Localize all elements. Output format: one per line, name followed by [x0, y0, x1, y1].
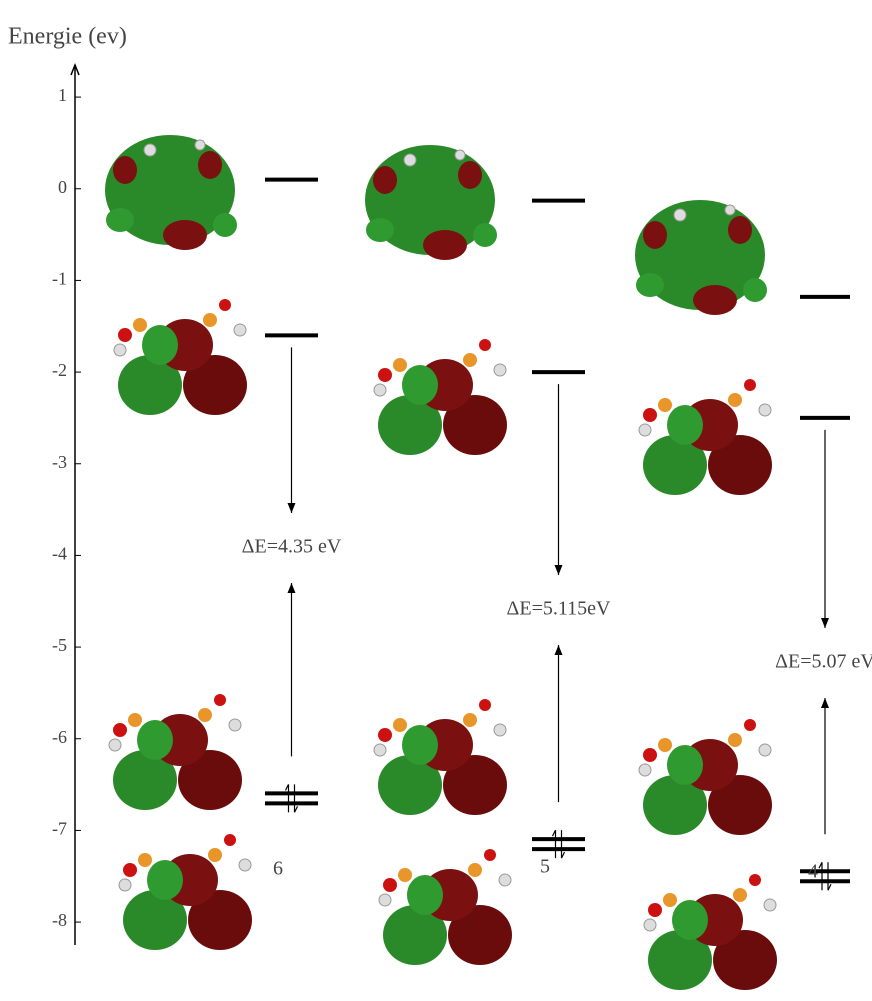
arrow-head — [555, 565, 563, 575]
gap-label: ΔE=4.35 eV — [242, 536, 342, 558]
arrow-head — [288, 583, 296, 593]
arrow-head — [821, 698, 829, 708]
system-label: 5 — [540, 856, 550, 878]
y-axis-label: Energie (ev) — [8, 24, 127, 50]
system-label: 6 — [273, 858, 283, 880]
occupied-level — [265, 784, 318, 812]
y-tick-label: 0 — [58, 177, 67, 197]
arrow-head — [288, 503, 296, 513]
gap-label: ΔE=5.115eV — [507, 598, 611, 620]
y-tick-label: -5 — [52, 635, 67, 655]
electron-down — [562, 830, 565, 858]
gap-label: ΔE=5.07 eV — [775, 651, 872, 673]
y-tick-label: -8 — [52, 910, 67, 930]
y-tick-label: -6 — [52, 727, 67, 747]
energy-diagram: Energie (ev) 1 0 -1 -2 -3 -4 -5 -6 -7 -8 ΔE=4.35 e… — [0, 0, 872, 1001]
y-tick-label: -3 — [52, 452, 67, 472]
y-tick-label: 1 — [58, 85, 67, 105]
system-label: 4 — [808, 861, 818, 883]
electron-up — [553, 830, 556, 858]
y-tick-label: -1 — [52, 269, 67, 289]
occupied-level — [532, 830, 585, 858]
y-tick-label: -4 — [52, 544, 67, 564]
electron-down — [295, 784, 298, 812]
electron-up — [286, 784, 289, 812]
electron-down — [828, 862, 831, 890]
y-tick-label: -7 — [52, 819, 67, 839]
arrow-head — [555, 645, 563, 655]
electron-up — [819, 862, 822, 890]
orbital-images — [105, 135, 777, 990]
y-tick-label: -2 — [52, 360, 67, 380]
arrow-head — [821, 618, 829, 628]
